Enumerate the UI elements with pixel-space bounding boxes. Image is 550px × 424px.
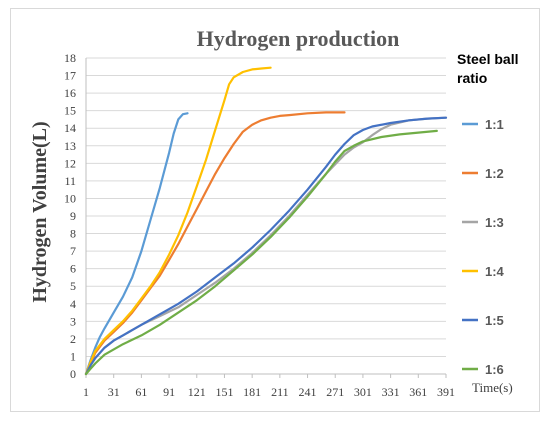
x-tick-label: 181 bbox=[243, 385, 261, 399]
y-tick-label: 14 bbox=[64, 121, 76, 135]
series-line-1-2 bbox=[84, 111, 346, 376]
y-tick-label: 3 bbox=[70, 314, 76, 328]
x-tick-label: 61 bbox=[135, 385, 147, 399]
y-tick-label: 7 bbox=[70, 244, 76, 258]
x-tick-label: 1 bbox=[83, 385, 89, 399]
y-tick-label: 9 bbox=[70, 209, 76, 223]
y-tick-label: 10 bbox=[64, 191, 76, 205]
series-lines bbox=[84, 66, 448, 376]
gridlines bbox=[86, 57, 446, 357]
x-tick-label: 121 bbox=[188, 385, 206, 399]
y-tick-label: 5 bbox=[70, 279, 76, 293]
x-tick-label: 301 bbox=[354, 385, 372, 399]
legend-title: Steel ball ratio bbox=[457, 51, 518, 86]
y-tick-label: 13 bbox=[64, 139, 76, 153]
x-tick-label: 91 bbox=[163, 385, 175, 399]
x-tick-label: 391 bbox=[437, 385, 455, 399]
y-tick-label: 11 bbox=[64, 174, 76, 188]
x-tick-label: 331 bbox=[382, 385, 400, 399]
legend-label-1-2: 1:2 bbox=[485, 166, 504, 181]
legend-label-1-6: 1:6 bbox=[485, 362, 504, 377]
y-tick-label: 0 bbox=[70, 367, 76, 381]
x-tick-label: 211 bbox=[271, 385, 289, 399]
x-tick-label: 241 bbox=[299, 385, 317, 399]
y-tick-label: 4 bbox=[70, 297, 76, 311]
x-tick-labels: 1 31 61 91 121 151 181 211 241 271 301 331 361 391 bbox=[83, 374, 455, 399]
y-tick-label: 1 bbox=[70, 349, 76, 363]
y-tick-label: 16 bbox=[64, 86, 76, 100]
y-axis-label: Hydrogen Volume(L) bbox=[29, 121, 51, 302]
legend-label-1-3: 1:3 bbox=[485, 215, 504, 230]
x-tick-label: 361 bbox=[409, 385, 427, 399]
legend-label-1-1: 1:1 bbox=[485, 117, 504, 132]
axes bbox=[85, 58, 446, 375]
y-tick-label: 12 bbox=[64, 156, 76, 170]
x-tick-label: 271 bbox=[326, 385, 344, 399]
series-line-1-1 bbox=[84, 112, 189, 376]
chart-title: Hydrogen production bbox=[197, 26, 400, 51]
y-tick-label: 18 bbox=[64, 51, 76, 65]
legend: 1:1 1:2 1:3 1:4 1:5 1:6 bbox=[462, 117, 505, 377]
legend-label-1-4: 1:4 bbox=[485, 264, 505, 279]
y-tick-label: 8 bbox=[70, 227, 76, 241]
y-tick-label: 15 bbox=[64, 104, 76, 118]
legend-label-1-5: 1:5 bbox=[485, 313, 504, 328]
x-tick-label: 31 bbox=[108, 385, 120, 399]
x-tick-label: 151 bbox=[215, 385, 233, 399]
y-tick-label: 2 bbox=[70, 332, 76, 346]
series-line-1-4 bbox=[84, 66, 272, 376]
series-line-1-6 bbox=[84, 129, 438, 376]
y-tick-label: 6 bbox=[70, 262, 76, 276]
x-axis-label: Time(s) bbox=[472, 380, 513, 395]
y-tick-label: 17 bbox=[64, 69, 76, 83]
series-line-1-5 bbox=[84, 116, 448, 376]
